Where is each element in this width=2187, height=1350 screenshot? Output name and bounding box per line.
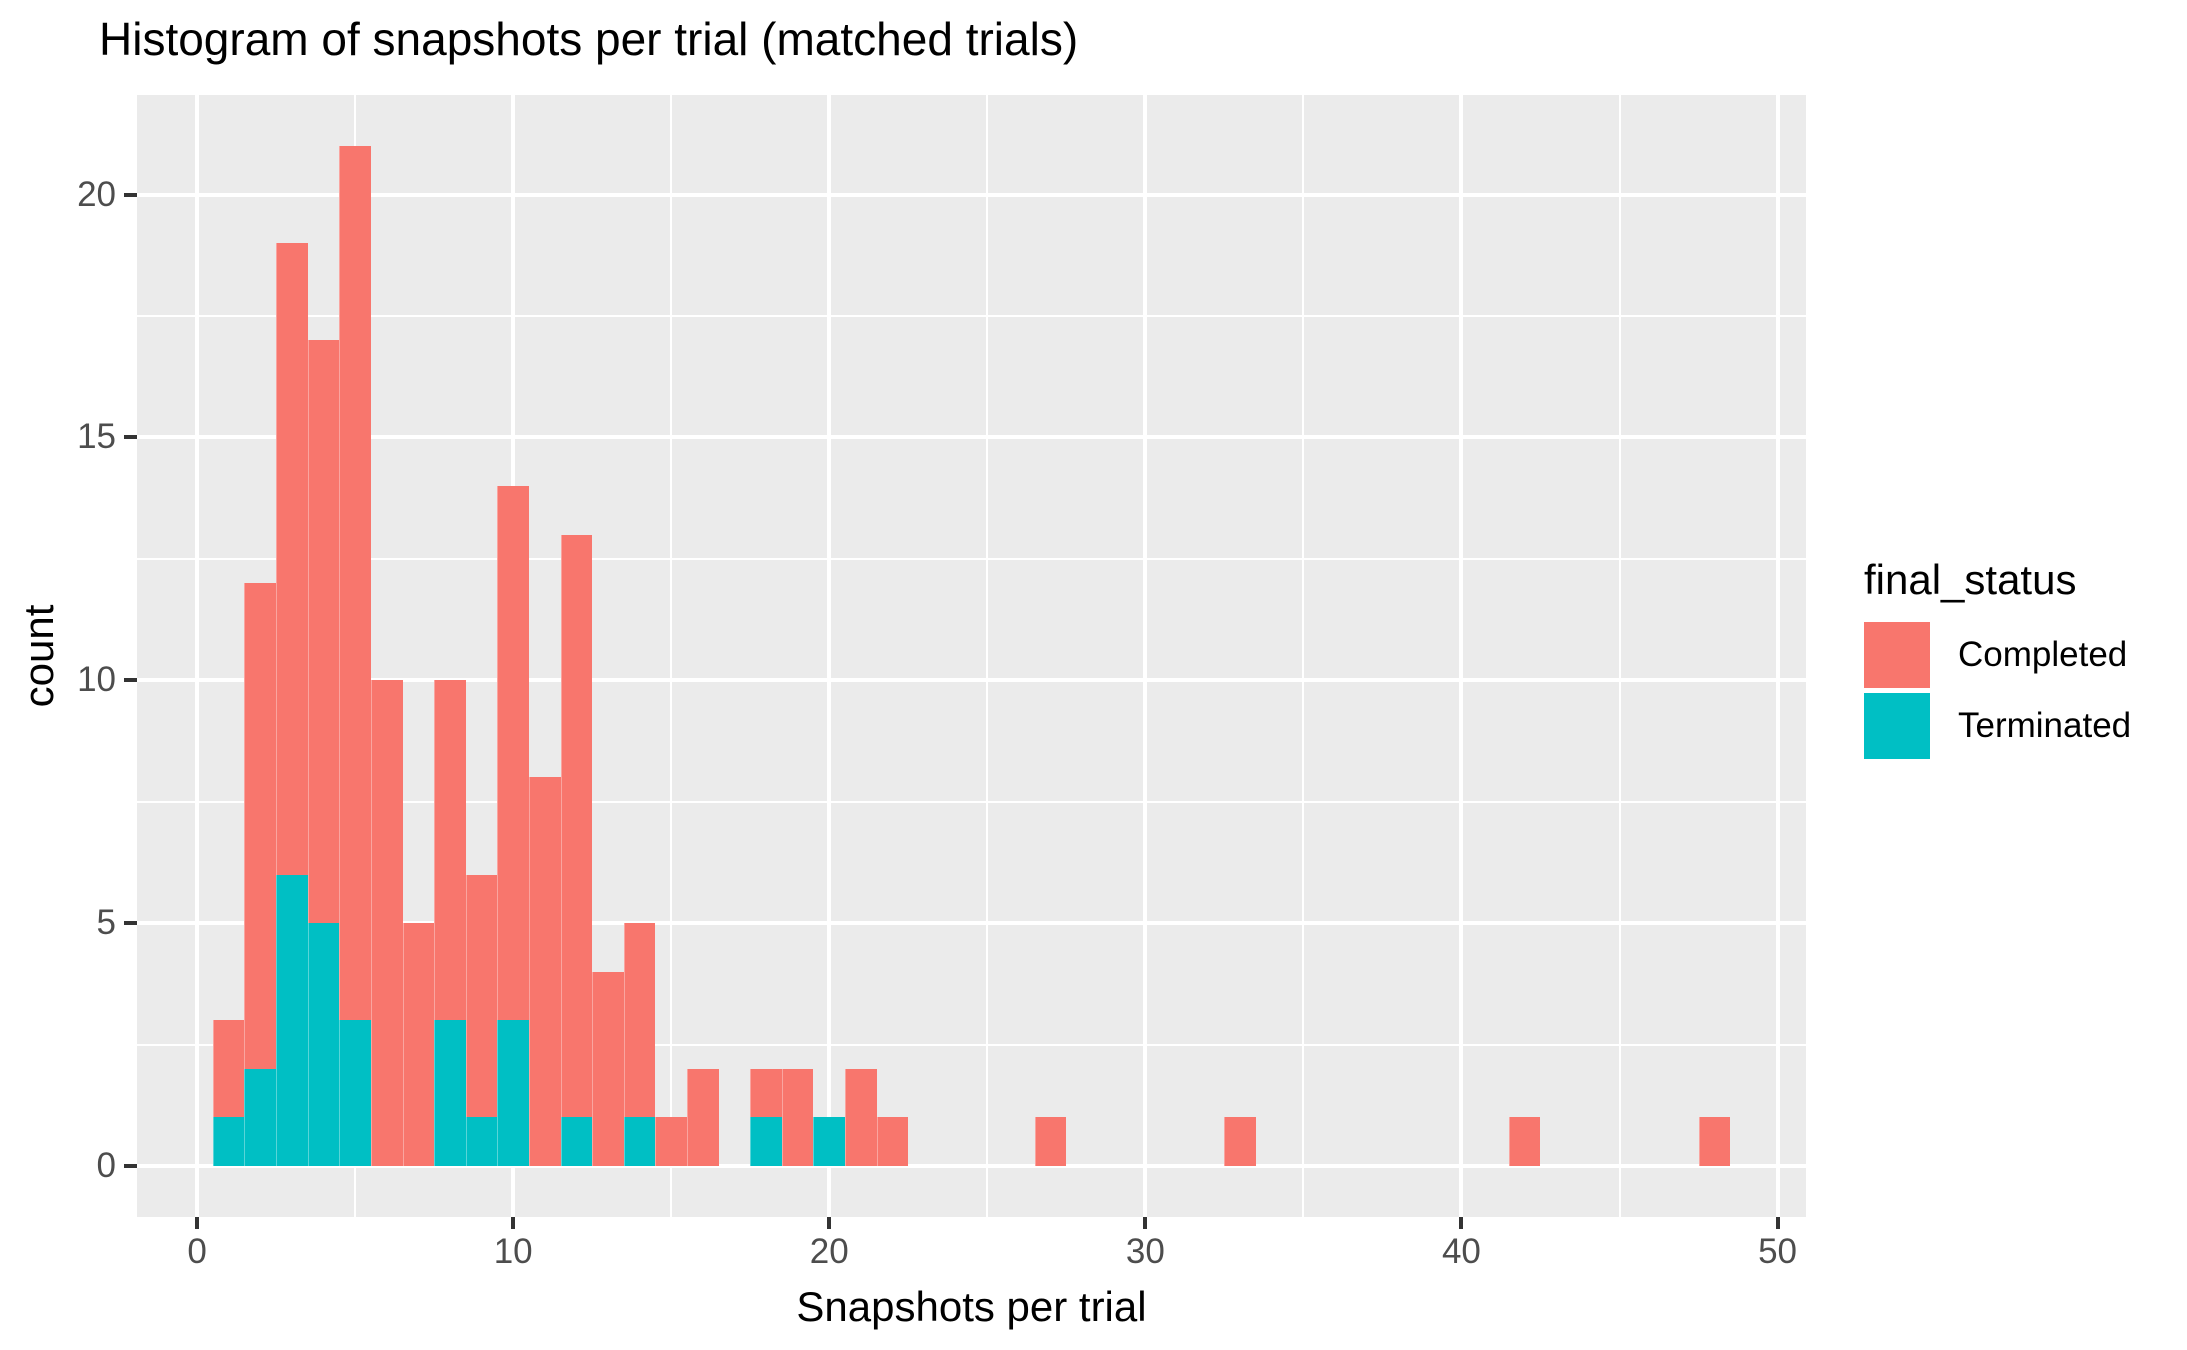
plot-panel	[137, 95, 1806, 1217]
bar-segment-terminated-x5	[339, 1020, 371, 1166]
bar-segment-completed-x33	[1224, 1117, 1256, 1166]
bar-segment-completed-x8	[434, 680, 466, 1021]
bar-segment-completed-x9	[465, 874, 498, 1118]
bar-segment-terminated-x3	[276, 874, 308, 1166]
y-tick-mark	[124, 1164, 137, 1168]
y-minor-gridline	[137, 1043, 1806, 1046]
x-tick-mark	[1459, 1217, 1464, 1229]
bar-segment-completed-x15	[655, 1117, 687, 1166]
terminated-swatch	[1864, 693, 1930, 759]
bar-segment-terminated-x2	[244, 1068, 277, 1166]
bar-segment-completed-x42	[1508, 1117, 1541, 1166]
bar-segment-completed-x10	[497, 486, 529, 1021]
completed-swatch	[1864, 622, 1930, 688]
x-minor-gridline	[986, 95, 989, 1217]
y-tick-label: 20	[77, 174, 116, 214]
legend-title: final_status	[1864, 556, 2077, 603]
bar-segment-completed-x18	[750, 1068, 782, 1118]
x-minor-gridline	[670, 95, 673, 1217]
bar-segment-terminated-x9	[465, 1117, 498, 1166]
legend-item-completed: Completed	[1861, 622, 2127, 688]
y-minor-gridline	[137, 557, 1806, 560]
y-axis-title: count	[15, 604, 62, 708]
y-tick-label: 0	[96, 1146, 116, 1185]
bar-segment-terminated-x4	[307, 923, 340, 1166]
y-major-gridline	[137, 1164, 1806, 1168]
bar-segment-completed-x16	[687, 1068, 719, 1166]
x-major-gridline	[1143, 95, 1148, 1217]
bar-segment-completed-x6	[370, 680, 403, 1166]
y-tick-mark	[124, 678, 137, 683]
bar-segment-completed-x2	[244, 583, 277, 1069]
bar-segment-completed-x5	[339, 146, 371, 1021]
bar-segment-completed-x14	[623, 923, 656, 1118]
bar-segment-completed-x27	[1034, 1117, 1067, 1166]
y-tick-label: 10	[77, 660, 116, 700]
bar-segment-terminated-x12	[560, 1117, 593, 1166]
x-axis-title: Snapshots per trial	[796, 1283, 1147, 1330]
legend: final_status Completed Terminated	[1861, 556, 2131, 764]
bar-segment-completed-x3	[276, 243, 308, 875]
y-minor-gridline	[137, 315, 1806, 317]
x-tick-label: 50	[1758, 1232, 1798, 1271]
bar-segment-completed-x21	[845, 1068, 877, 1166]
bar-segment-completed-x7	[402, 923, 435, 1166]
y-major-gridline	[137, 678, 1806, 683]
bar-segment-completed-x12	[560, 534, 593, 1118]
legend-label-terminated: Terminated	[1958, 706, 2132, 745]
y-major-gridline	[137, 192, 1806, 197]
bar-segment-completed-x1	[212, 1020, 245, 1118]
x-tick-label: 40	[1441, 1232, 1481, 1271]
y-tick-mark	[124, 435, 137, 440]
bar-segment-terminated-x10	[497, 1020, 529, 1166]
x-tick-mark	[195, 1217, 200, 1229]
bar-segment-terminated-x18	[750, 1117, 782, 1166]
x-major-gridline	[1775, 95, 1780, 1217]
y-tick-mark	[124, 921, 137, 926]
bar-segment-terminated-x14	[623, 1117, 656, 1166]
x-tick-mark	[1143, 1217, 1148, 1229]
bar-segment-terminated-x1	[212, 1117, 245, 1166]
legend-item-terminated: Terminated	[1861, 693, 2131, 759]
bar-segment-completed-x11	[528, 777, 561, 1166]
x-tick-label: 10	[493, 1232, 533, 1271]
bar-segment-terminated-x8	[434, 1020, 466, 1166]
x-major-gridline	[1459, 95, 1464, 1217]
x-tick-mark	[1775, 1217, 1780, 1229]
x-tick-label: 0	[187, 1232, 207, 1271]
bar-segment-terminated-x20	[813, 1117, 846, 1166]
x-minor-gridline	[1618, 95, 1621, 1217]
bar-segment-completed-x19	[781, 1068, 814, 1166]
bar-segment-completed-x22	[876, 1117, 909, 1166]
legend-label-completed: Completed	[1958, 635, 2128, 674]
x-minor-gridline	[1302, 95, 1305, 1217]
x-tick-label: 20	[809, 1232, 849, 1271]
x-major-gridline	[827, 95, 832, 1217]
y-major-gridline	[137, 435, 1806, 440]
x-tick-mark	[827, 1217, 832, 1229]
plot-title: Histogram of snapshots per trial (matche…	[99, 13, 1079, 65]
x-tick-label: 30	[1125, 1232, 1165, 1271]
y-tick-mark	[124, 192, 137, 197]
bar-segment-completed-x13	[592, 971, 624, 1166]
y-minor-gridline	[137, 800, 1806, 803]
y-tick-label: 5	[96, 903, 116, 943]
y-tick-label: 15	[77, 417, 116, 457]
bar-segment-completed-x48	[1698, 1117, 1731, 1166]
bar-segment-completed-x4	[307, 340, 340, 924]
y-major-gridline	[137, 921, 1806, 926]
x-major-gridline	[195, 95, 200, 1217]
x-tick-mark	[511, 1217, 516, 1229]
